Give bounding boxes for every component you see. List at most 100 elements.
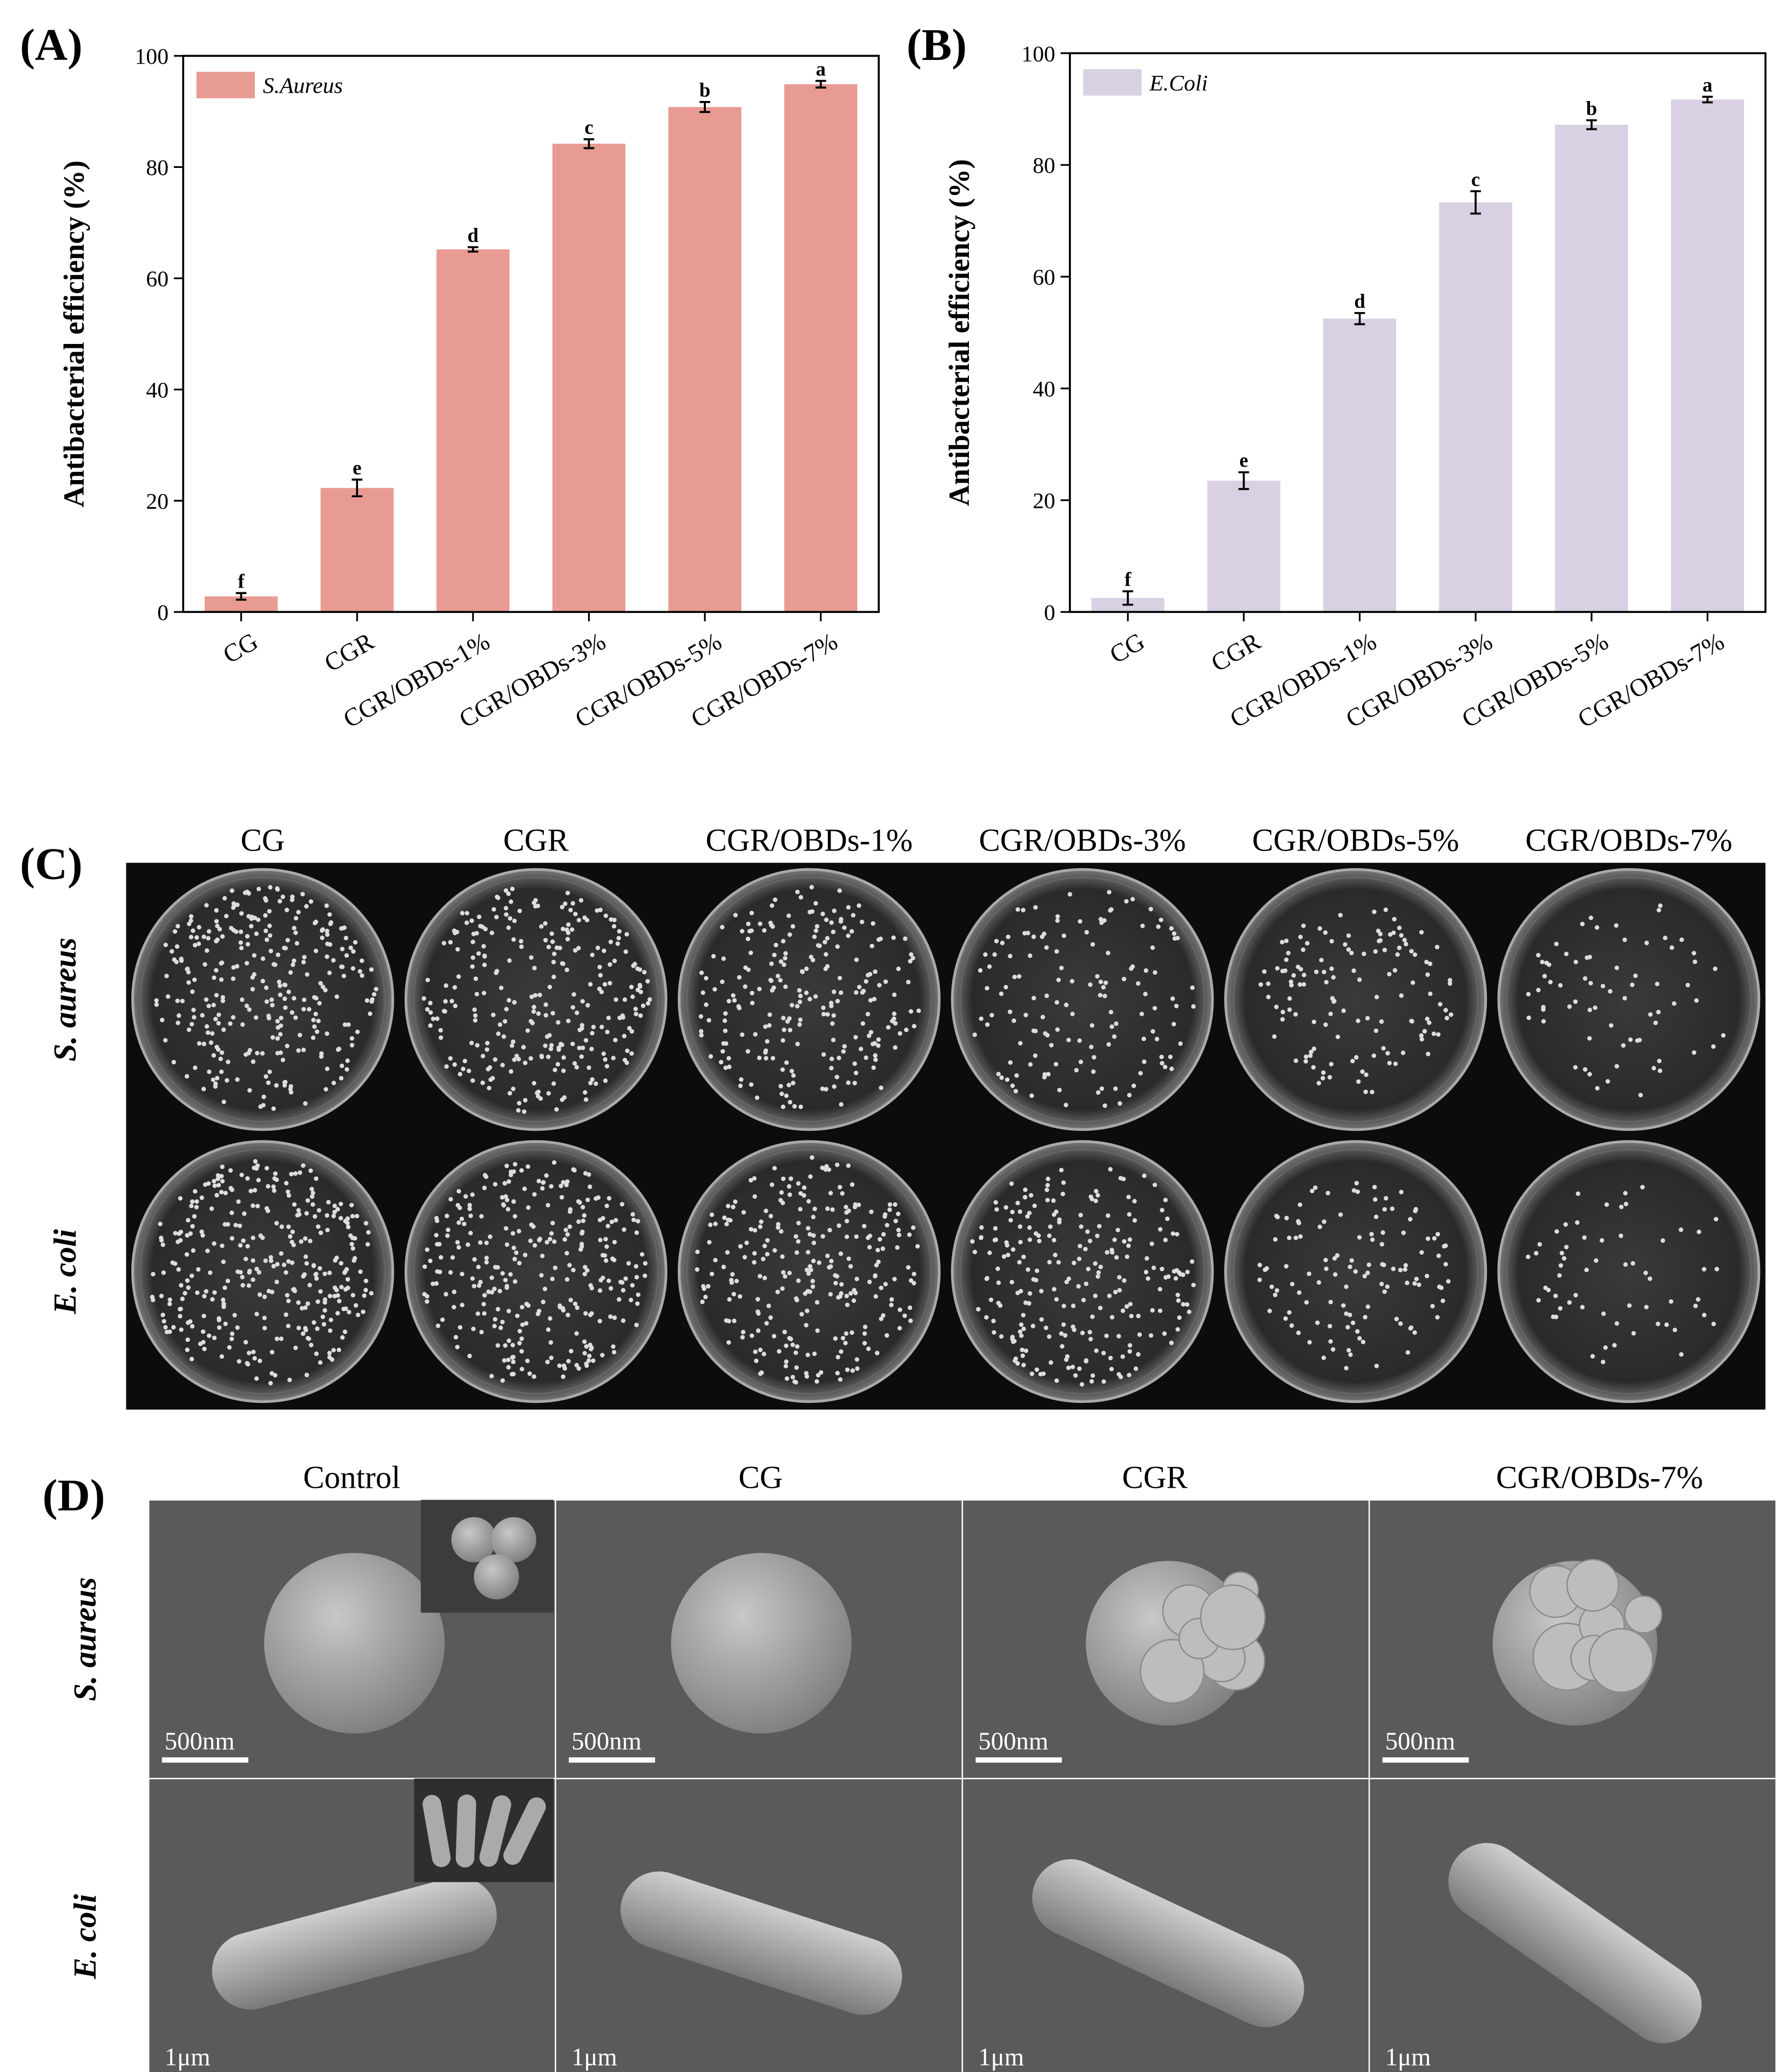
colony (740, 1329, 746, 1334)
colony (1083, 1281, 1089, 1286)
colony (339, 926, 344, 931)
colony (893, 1202, 898, 1207)
colony (1310, 1189, 1315, 1193)
colony (1102, 1103, 1107, 1108)
colony (1130, 964, 1135, 969)
colony (221, 1027, 226, 1032)
colony (1553, 1293, 1558, 1298)
colony (837, 975, 843, 981)
colony (1162, 1331, 1167, 1336)
colony (1638, 1092, 1643, 1098)
colony (340, 1335, 345, 1340)
colony (304, 1373, 309, 1378)
colony (347, 1310, 352, 1314)
colony (1076, 1284, 1081, 1289)
petri-rim (686, 1149, 932, 1395)
colony (160, 1312, 165, 1318)
colony (212, 1290, 217, 1295)
colony (266, 1014, 271, 1018)
colony (629, 1029, 635, 1034)
colony (190, 1224, 195, 1229)
colony (361, 1310, 366, 1314)
colony (211, 1053, 216, 1058)
colony (185, 1278, 190, 1283)
colony (814, 1300, 820, 1305)
colony (713, 1221, 718, 1226)
colony (1077, 1244, 1082, 1248)
colony (784, 1376, 790, 1381)
scale-bar-label: 500nm (571, 1727, 642, 1756)
colony (1163, 1198, 1168, 1203)
colony (341, 1306, 346, 1312)
colony (1021, 908, 1026, 913)
colony (1655, 982, 1660, 987)
colony (1114, 1021, 1119, 1026)
colony (267, 923, 272, 928)
colony (219, 1173, 224, 1179)
colony (509, 1372, 515, 1377)
colony (833, 1336, 838, 1341)
colony (588, 1312, 593, 1318)
colony (498, 986, 504, 990)
colony (341, 974, 346, 978)
colony (1313, 1185, 1318, 1190)
colony (369, 999, 374, 1004)
colony (500, 1378, 505, 1383)
colony (268, 1255, 273, 1260)
colony (554, 1107, 559, 1112)
colony (602, 982, 608, 987)
colony (1373, 1197, 1378, 1202)
colony (478, 1280, 483, 1285)
colony (582, 1272, 587, 1277)
colony (594, 1196, 598, 1201)
colony (349, 1036, 354, 1041)
colony (264, 1166, 270, 1171)
colony (1078, 1213, 1083, 1218)
colony (867, 1245, 872, 1250)
colony (1526, 1254, 1531, 1259)
bar (1207, 481, 1281, 612)
colony (617, 1297, 622, 1302)
colony (574, 1010, 580, 1015)
colony (543, 1013, 548, 1018)
petri-rim (413, 876, 659, 1123)
colony (729, 1278, 734, 1283)
colony (322, 1308, 327, 1313)
colony (585, 1003, 590, 1008)
colony (1693, 1304, 1698, 1308)
colony (304, 1211, 309, 1216)
colony (280, 1057, 286, 1063)
colony (511, 1359, 516, 1365)
colony (577, 1045, 582, 1050)
colony (1608, 989, 1613, 994)
colony (868, 998, 873, 1003)
colony (1331, 999, 1336, 1004)
colony (1093, 1198, 1099, 1204)
error-bar (1122, 590, 1134, 606)
colony (609, 1219, 614, 1224)
colony (915, 1244, 920, 1249)
colony (838, 1251, 844, 1256)
colony (730, 1272, 735, 1277)
column-header: CG (738, 1459, 783, 1495)
colony (519, 1349, 524, 1354)
colony (750, 990, 754, 996)
colony (289, 1172, 294, 1177)
colony (312, 1320, 316, 1325)
colony (519, 1168, 524, 1173)
colony (1594, 1258, 1599, 1263)
colony (804, 1322, 809, 1328)
colony (890, 1018, 895, 1024)
colony (463, 1194, 468, 1199)
colony (528, 1018, 534, 1024)
colony (539, 1054, 544, 1058)
colony (1668, 1299, 1674, 1304)
colony (1603, 1345, 1608, 1350)
colony (270, 1371, 274, 1376)
colony (483, 927, 488, 932)
colony (541, 1299, 545, 1305)
colony (695, 1267, 699, 1272)
colony (605, 1029, 610, 1035)
colony (187, 921, 192, 927)
colony (279, 1251, 284, 1256)
